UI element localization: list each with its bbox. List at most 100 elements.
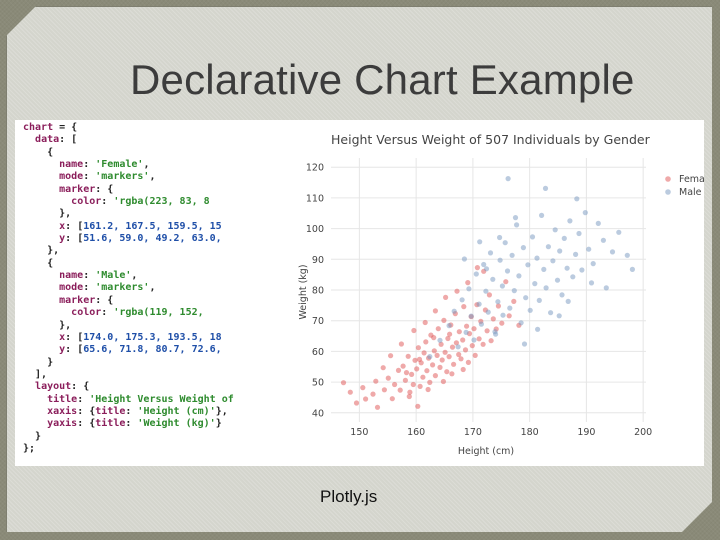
female-point	[400, 363, 406, 369]
male-point	[518, 320, 524, 326]
male-point	[520, 245, 526, 251]
code-token: mode	[59, 171, 84, 183]
female-point	[340, 380, 347, 386]
female-point	[374, 404, 381, 410]
female-point	[441, 317, 447, 323]
legend-label-male[interactable]: Male	[679, 187, 702, 198]
code-token	[23, 134, 35, 145]
code-token	[23, 184, 59, 195]
male-point	[586, 246, 592, 252]
code-token: },	[23, 245, 60, 257]
female-point	[434, 352, 440, 358]
female-point	[415, 403, 421, 409]
male-point	[504, 268, 511, 274]
female-point	[373, 378, 379, 384]
female-point	[432, 308, 438, 314]
female-point	[469, 343, 475, 349]
code-token	[23, 381, 35, 392]
legend[interactable]: Female Male	[665, 174, 704, 198]
code-token: : {	[77, 418, 96, 430]
male-point	[629, 266, 635, 272]
female-point	[405, 353, 411, 359]
male-point	[590, 261, 596, 267]
code-token: : [	[65, 233, 84, 245]
code-token: marker	[59, 294, 96, 306]
female-point	[511, 298, 517, 304]
female-point	[380, 365, 386, 371]
x-tick-label: 180	[521, 427, 539, 438]
code-line: {	[23, 258, 278, 270]
code-token: mode	[59, 282, 84, 294]
code-token: :	[83, 270, 96, 282]
male-point	[616, 229, 622, 235]
male-series-markers	[427, 176, 635, 360]
y-tick-label: 40	[312, 408, 324, 419]
female-point	[402, 377, 408, 383]
female-point	[435, 326, 441, 332]
code-line: color: 'rgba(119, 152,	[23, 307, 278, 319]
content-panel: chart = { data: [ { name: 'Female', mode…	[15, 120, 704, 466]
male-point	[495, 299, 501, 305]
y-tick-label: 120	[306, 163, 324, 174]
male-point	[559, 292, 565, 298]
male-point	[567, 218, 573, 224]
male-point	[471, 337, 477, 343]
code-token: :	[77, 393, 90, 405]
female-point	[465, 280, 471, 286]
female-point	[443, 294, 449, 300]
female-point	[499, 320, 505, 326]
male-point	[573, 251, 579, 257]
female-point	[451, 361, 457, 367]
legend-label-female[interactable]: Female	[679, 174, 704, 185]
male-point	[541, 266, 547, 272]
x-tick-label: 150	[350, 427, 368, 438]
female-point	[453, 340, 459, 346]
code-token: : [	[65, 344, 84, 356]
y-tick-label: 60	[312, 347, 324, 358]
code-block: chart = { data: [ { name: 'Female', mode…	[23, 122, 278, 462]
y-tick-label: 100	[306, 224, 324, 235]
female-point	[420, 374, 426, 380]
code-token: xaxis	[47, 405, 78, 417]
male-point	[487, 250, 494, 256]
female-point	[392, 381, 398, 388]
male-point	[473, 271, 479, 277]
female-point	[410, 381, 416, 388]
gridlines	[331, 158, 646, 422]
code-token: :	[125, 405, 138, 417]
female-point	[422, 319, 428, 326]
female-point	[461, 304, 467, 310]
male-point	[490, 276, 496, 282]
male-point	[427, 354, 433, 360]
female-point	[486, 292, 492, 298]
caption: Plotly.js	[320, 487, 378, 506]
female-point	[416, 356, 423, 362]
female-point	[462, 347, 469, 353]
male-point	[600, 237, 606, 243]
female-point	[439, 357, 445, 363]
code-token: 'Height Versus Weight of	[89, 393, 234, 405]
code-line: };	[23, 443, 278, 455]
code-token	[23, 406, 47, 417]
chart-svg: Height Versus Weight of 507 Individuals …	[298, 132, 704, 457]
female-point	[424, 368, 430, 374]
code-token: {	[23, 146, 54, 158]
female-point	[476, 336, 482, 342]
male-point	[579, 267, 585, 273]
code-line: y: [51.6, 59.0, 49.2, 63.0,	[23, 233, 278, 245]
code-token: : [	[65, 220, 84, 232]
code-line: xaxis: {title: 'Height (cm)'},	[23, 406, 278, 418]
code-line: name: 'Male',	[23, 270, 278, 282]
male-point	[543, 285, 549, 291]
female-point	[425, 386, 431, 393]
scatter-chart: Height Versus Weight of 507 Individuals …	[283, 120, 704, 466]
code-token	[23, 159, 59, 170]
male-point	[554, 277, 561, 283]
code-token: :	[83, 171, 96, 183]
female-point	[488, 338, 494, 344]
code-token: 'rgba(119, 152,	[113, 307, 204, 319]
legend-swatch-female	[665, 176, 671, 182]
code-line: mode: 'markers',	[23, 171, 278, 183]
male-point	[500, 312, 506, 318]
code-line: chart = {	[23, 122, 278, 134]
